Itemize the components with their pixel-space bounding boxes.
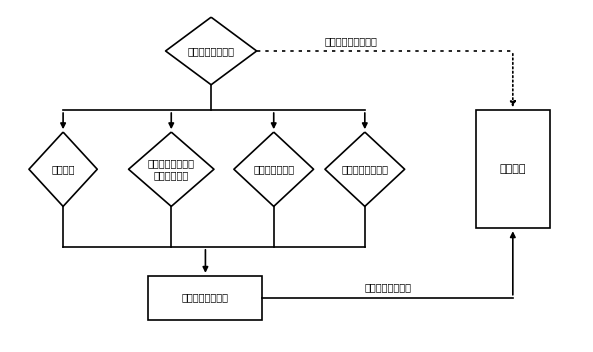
Text: 开机的室内机数量: 开机的室内机数量	[342, 164, 388, 174]
Text: 修正变频水泵频率: 修正变频水泵频率	[364, 283, 411, 293]
Polygon shape	[129, 132, 214, 206]
Text: 开机以最大转速运行: 开机以最大转速运行	[324, 36, 377, 46]
Text: 变频水泵: 变频水泵	[499, 164, 526, 174]
Bar	[476, 110, 550, 228]
Polygon shape	[165, 17, 257, 85]
Text: 室内机开机及运行: 室内机开机及运行	[187, 46, 235, 56]
Polygon shape	[29, 132, 97, 206]
Text: 室外温度: 室外温度	[52, 164, 75, 174]
Text: 室内机设定温度与
回风温度偶差: 室内机设定温度与 回风温度偶差	[148, 158, 195, 181]
Polygon shape	[325, 132, 404, 206]
Bar	[148, 276, 262, 320]
Text: 依外测进出水温差: 依外测进出水温差	[182, 293, 229, 303]
Text: 监测室内机容量: 监测室内机容量	[253, 164, 294, 174]
Polygon shape	[234, 132, 314, 206]
